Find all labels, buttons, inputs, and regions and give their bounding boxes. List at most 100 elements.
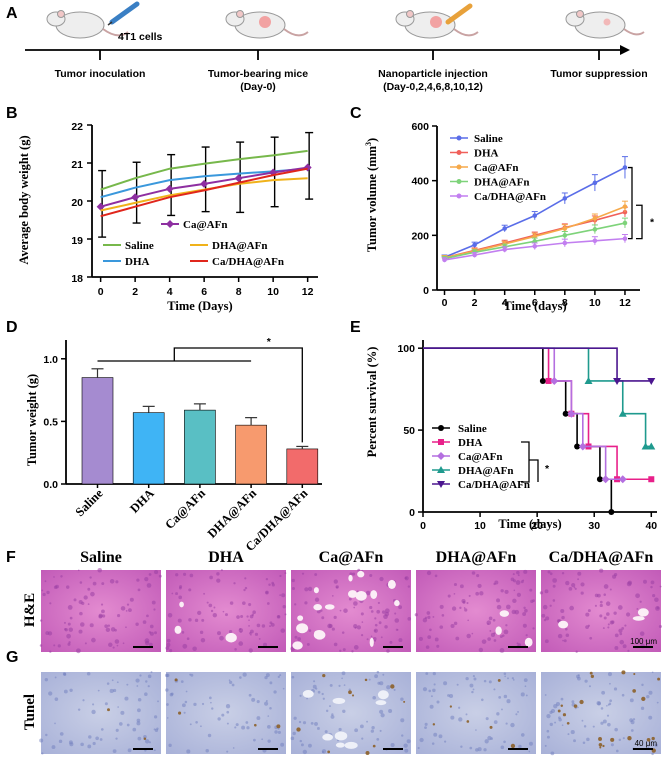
he-nucleus: [573, 586, 576, 589]
tunel-nucleus: [370, 729, 375, 733]
he-nucleus: [418, 636, 423, 641]
he-nucleus: [269, 625, 272, 628]
tunel-nucleus: [546, 735, 550, 739]
he-vacuole: [297, 615, 304, 621]
b-x-tick-label: 10: [267, 286, 279, 298]
tunel-nucleus: [510, 722, 515, 728]
tunel-nucleus: [460, 745, 463, 748]
b-point: [200, 179, 209, 188]
he-nucleus: [398, 605, 403, 610]
tunel-positive-cell: [579, 699, 584, 705]
he-nucleus: [279, 594, 281, 596]
he-nucleus: [335, 585, 339, 589]
tunel-nucleus: [150, 671, 153, 674]
tunel-nucleus: [153, 749, 156, 752]
panel-d-chart: D Tumor weight (g) 0.0 0.5 1.0 Saline DHA Ca@…: [6, 319, 322, 554]
he-nucleus: [522, 623, 527, 628]
he-nucleus: [372, 637, 377, 641]
c-point: [592, 227, 598, 232]
he-nucleus: [41, 589, 44, 592]
tunel-nucleus: [104, 702, 108, 706]
he-nucleus: [281, 593, 286, 598]
he-nucleus: [407, 617, 412, 621]
he-image: [165, 569, 287, 653]
he-nucleus: [186, 637, 190, 641]
he-nucleus: [252, 610, 256, 614]
e-xlabel: Time (days): [498, 517, 561, 531]
he-image: [414, 569, 536, 653]
e-point: [584, 376, 593, 384]
he-nucleus: [613, 573, 618, 577]
he-nucleus: [545, 616, 550, 621]
b-point: [303, 163, 312, 172]
tunel-nucleus: [524, 685, 527, 688]
he-nucleus: [120, 606, 126, 611]
he-nucleus: [654, 597, 659, 603]
c-point: [622, 204, 628, 209]
he-nucleus: [624, 624, 627, 627]
tunel-positive-cell: [598, 743, 603, 747]
he-nucleus: [175, 573, 179, 577]
he-nucleus: [549, 572, 553, 576]
he-nucleus: [369, 573, 373, 578]
he-nucleus: [493, 632, 496, 635]
tunel-nucleus: [210, 701, 212, 704]
tunel-nucleus: [606, 714, 610, 717]
he-nucleus: [308, 629, 312, 632]
tunel-nucleus: [458, 706, 461, 709]
he-nucleus: [77, 569, 80, 572]
he-nucleus: [49, 650, 52, 653]
he-nucleus: [656, 606, 660, 610]
b-legend-label: DHA: [125, 256, 150, 268]
he-nucleus: [92, 581, 97, 586]
he-nucleus: [398, 638, 403, 643]
tunel-nucleus: [600, 707, 604, 710]
he-nucleus: [370, 635, 373, 638]
tunel-nucleus: [424, 722, 428, 726]
he-nucleus: [414, 613, 418, 617]
tunel-nucleus: [505, 722, 508, 725]
he-nucleus: [148, 573, 152, 576]
tunel-nucleus: [117, 706, 119, 708]
tunel-nucleus: [80, 742, 84, 747]
c-legend-label: Ca/DHA@AFn: [474, 191, 546, 203]
he-nucleus: [493, 639, 497, 642]
tunel-nucleus: [245, 721, 249, 724]
b-x-tick-label: 6: [201, 286, 207, 298]
tunel-nucleus: [656, 701, 659, 704]
tunel-positive-cell: [107, 708, 110, 712]
he-nucleus: [636, 608, 639, 610]
he-nucleus: [144, 576, 149, 582]
c-x-tick-label: 10: [589, 297, 601, 309]
tunel-nucleus: [48, 691, 53, 696]
tunel-positive-cell: [390, 684, 395, 689]
c-point: [622, 236, 628, 241]
he-nucleus: [129, 597, 134, 602]
e-series-line: [423, 347, 652, 382]
he-nucleus: [639, 631, 645, 636]
he-vacuole: [174, 625, 182, 634]
he-nucleus: [459, 584, 464, 589]
tunel-positive-cell: [560, 704, 564, 707]
tunel-positive-cell: [178, 711, 182, 715]
tunel-nucleus: [431, 742, 435, 745]
he-nucleus: [213, 606, 216, 609]
e-legend-marker: [437, 466, 445, 473]
c-legend-label: Ca@AFn: [474, 162, 518, 174]
he-nucleus: [636, 641, 639, 645]
he-nucleus: [261, 624, 266, 628]
tunel-nucleus: [424, 726, 427, 729]
he-nucleus: [563, 639, 567, 643]
tunel-nucleus: [180, 680, 184, 683]
he-nucleus: [294, 635, 298, 639]
he-nucleus: [210, 609, 214, 613]
e-ylabel: Percent survival (%): [365, 347, 379, 458]
tunel-nucleus: [324, 730, 328, 734]
he-nucleus: [128, 608, 132, 613]
histology-group-header: DHA: [208, 549, 244, 566]
he-nucleus: [492, 618, 496, 622]
c-x-tick-label: 2: [472, 297, 478, 309]
he-nucleus: [333, 642, 338, 647]
he-nucleus: [557, 633, 563, 639]
